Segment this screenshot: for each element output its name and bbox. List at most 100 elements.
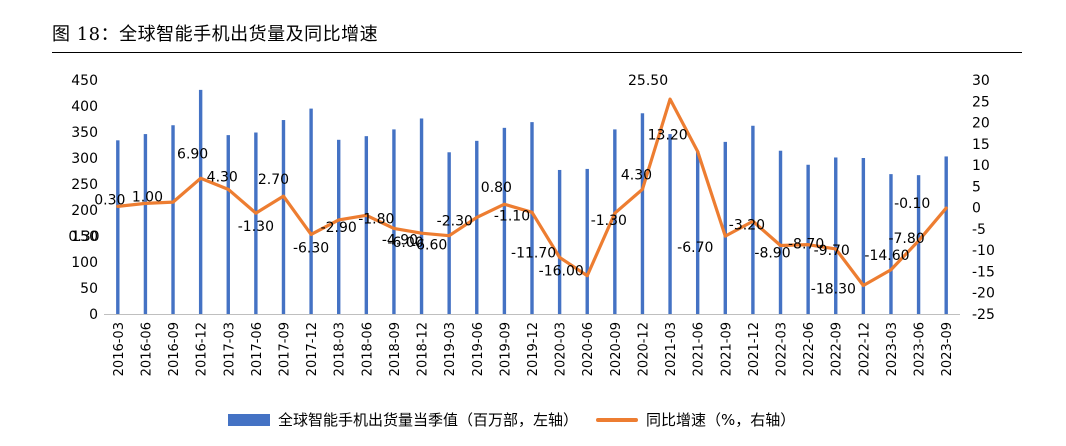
x-tick-label: 2023-06 <box>913 322 928 376</box>
x-tick-label: 2017-03 <box>222 322 237 376</box>
x-tick-label: 2016-03 <box>112 322 127 376</box>
x-tick-label: 2016-09 <box>167 322 182 376</box>
bar <box>640 113 645 314</box>
right-tick-label: -15 <box>972 264 995 280</box>
data-label: -1.30 <box>238 219 274 235</box>
bar <box>309 108 313 314</box>
data-label: -0.10 <box>894 196 930 212</box>
legend-label-bar: 全球智能手机出货量当季值（百万部，左轴） <box>278 411 579 429</box>
data-label: -9.70 <box>814 243 850 259</box>
x-tick-label: 2022-06 <box>802 322 817 376</box>
data-label: 13.20 <box>648 127 688 143</box>
legend-swatch-line <box>596 417 639 422</box>
data-label: 4.30 <box>621 167 652 183</box>
x-tick-label: 2019-06 <box>471 322 486 376</box>
right-tick-label: -20 <box>972 286 995 302</box>
x-tick-label: 2021-03 <box>664 322 679 376</box>
bar <box>557 169 562 314</box>
left-tick-label: 200 <box>71 203 98 219</box>
left-tick-label: 450 <box>71 73 98 89</box>
x-tick-label: 2019-03 <box>443 322 458 376</box>
bar <box>861 158 866 314</box>
legend: 全球智能手机出货量当季值（百万部，左轴） 同比增速（%，右轴） <box>228 409 813 430</box>
data-label: -1.30 <box>591 213 627 229</box>
data-label: -7.80 <box>888 231 924 247</box>
left-axis: 0 50 100 150 200 250 300 350 400 450 <box>71 73 98 323</box>
bar <box>337 139 341 314</box>
data-label: 2.70 <box>258 172 289 188</box>
x-tick-label: 2021-12 <box>747 322 762 376</box>
data-label: 1.00 <box>132 189 163 205</box>
left-tick-label: 50 <box>80 281 98 297</box>
x-tick-label: 2020-09 <box>609 322 624 376</box>
x-tick-label: 2017-09 <box>277 322 292 376</box>
data-label: 6.90 <box>177 146 208 162</box>
chart-title: 图 18：全球智能手机出货量及同比增速 <box>52 24 379 45</box>
data-label: -6.30 <box>293 240 329 256</box>
bar <box>723 141 727 314</box>
right-tick-label: 10 <box>972 158 990 174</box>
x-tick-label: 2019-09 <box>498 322 513 376</box>
right-tick-label: 0 <box>972 201 981 217</box>
bar <box>806 164 810 314</box>
right-tick-label: -10 <box>972 243 995 259</box>
x-tick-label: 2017-12 <box>305 322 320 376</box>
bar <box>171 125 175 315</box>
data-label: -8.70 <box>788 237 824 253</box>
right-tick-label: 15 <box>972 137 990 153</box>
bar <box>613 129 617 314</box>
bar <box>834 157 838 314</box>
legend-swatch-bar <box>228 413 270 426</box>
left-tick-label: 250 <box>71 177 98 193</box>
left-tick-label: 400 <box>71 99 98 115</box>
data-label: 0.80 <box>481 180 512 196</box>
data-label: -6.60 <box>411 238 447 254</box>
right-tick-label: -5 <box>972 222 986 238</box>
bar <box>889 174 893 314</box>
bar <box>116 140 120 314</box>
x-tick-label: 2021-09 <box>719 322 734 376</box>
legend-label-line: 同比增速（%，右轴） <box>646 411 796 429</box>
left-tick-label: 350 <box>71 125 98 141</box>
x-tick-label: 2018-09 <box>388 322 403 376</box>
title-rule <box>52 52 1022 53</box>
data-label: -11.70 <box>511 245 556 261</box>
bar <box>778 150 783 314</box>
right-tick-label: 20 <box>972 116 990 132</box>
data-label: -4.90 <box>382 232 418 248</box>
bar <box>585 168 589 314</box>
x-tick-label: 2023-03 <box>885 322 900 376</box>
bar <box>254 132 258 314</box>
right-tick-label: -25 <box>972 307 995 323</box>
x-tick-label: 2017-06 <box>250 322 265 376</box>
x-tick-label: 2022-12 <box>857 322 872 376</box>
data-label: -1.80 <box>358 211 394 227</box>
bar <box>530 122 534 315</box>
x-tick-label: 2016-06 <box>139 322 154 376</box>
legend-item-bar: 全球智能手机出货量当季值（百万部，左轴） <box>228 409 578 430</box>
bar-series <box>116 89 948 315</box>
data-label: -3.20 <box>729 217 765 233</box>
x-tick-label: 2018-12 <box>416 322 431 376</box>
left-tick-label: 0 <box>89 307 98 323</box>
data-label: -6.70 <box>677 240 713 256</box>
data-label: -2.90 <box>321 220 357 236</box>
right-tick-label: 30 <box>972 73 990 89</box>
bar <box>668 134 672 314</box>
x-tick-label: 2018-03 <box>333 322 348 376</box>
left-tick-label: 150 <box>71 229 98 245</box>
x-tick-label: 2019-12 <box>526 322 541 376</box>
bar <box>475 140 479 314</box>
legend-item-line: 同比增速（%，右轴） <box>596 409 795 430</box>
data-label-stray: 0.30 <box>68 229 99 245</box>
left-tick-label: 300 <box>71 151 98 167</box>
bar <box>502 127 507 314</box>
bar <box>281 120 286 314</box>
data-label: -18.30 <box>811 281 856 297</box>
x-tick-label: 2020-12 <box>636 322 651 376</box>
data-label: 25.50 <box>628 73 668 89</box>
data-label: -2.30 <box>437 213 473 229</box>
bar <box>364 136 369 314</box>
bar <box>695 151 700 314</box>
